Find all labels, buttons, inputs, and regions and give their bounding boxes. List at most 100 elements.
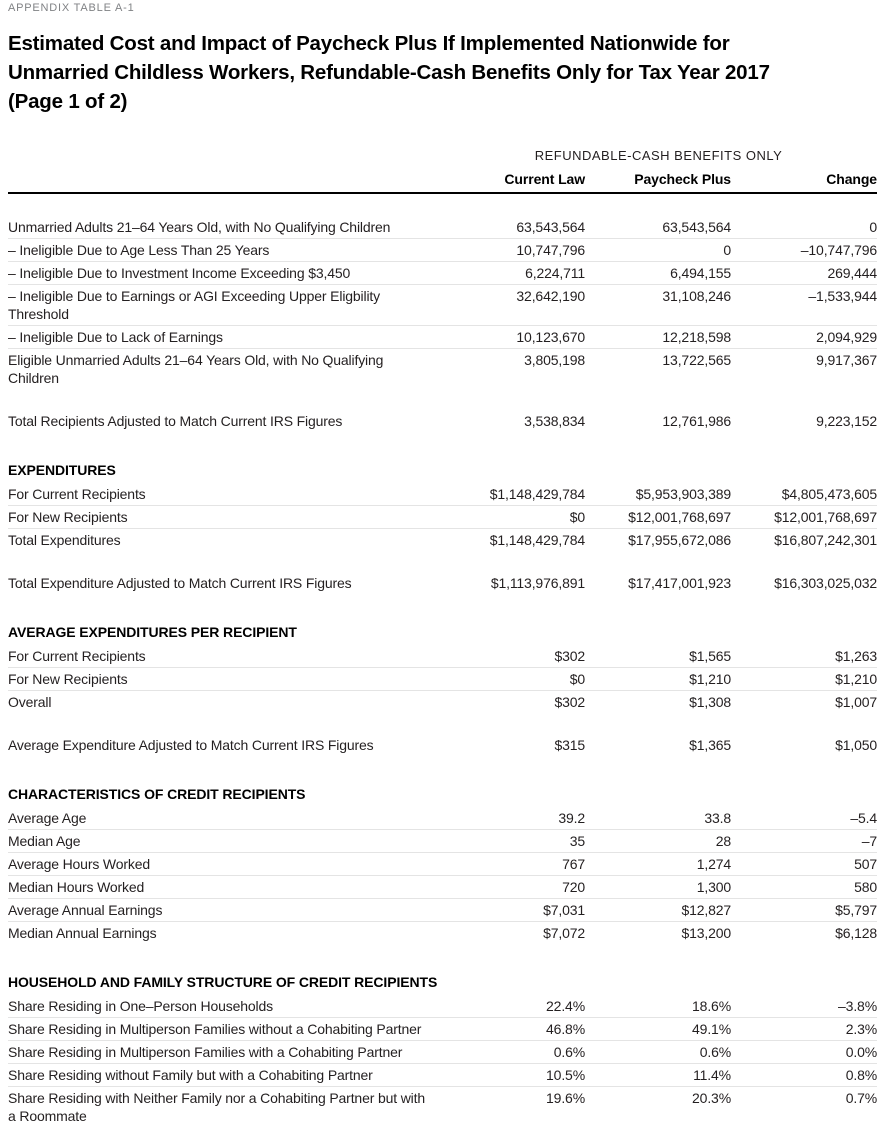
cell-paycheck-plus: 31,108,246 bbox=[662, 288, 731, 304]
page-title: Estimated Cost and Impact of Paycheck Pl… bbox=[8, 29, 877, 116]
row-label: Total Expenditure Adjusted to Match Curr… bbox=[8, 575, 352, 591]
table-row: Share Residing in Multiperson Families w… bbox=[8, 1018, 877, 1041]
cell-paycheck-plus: 18.6% bbox=[692, 998, 731, 1014]
table-row: Share Residing with Neither Family nor a… bbox=[8, 1087, 877, 1127]
table-row: Total Expenditures $1,148,429,784 $17,955,… bbox=[8, 529, 877, 551]
column-header-change: Change bbox=[826, 171, 877, 187]
cell-paycheck-plus: $1,565 bbox=[689, 648, 731, 664]
row-label: For New Recipients bbox=[8, 671, 128, 687]
cell-current-law: 35 bbox=[569, 833, 585, 849]
cell-paycheck-plus: $13,200 bbox=[681, 925, 731, 941]
cell-current-law: $7,072 bbox=[543, 925, 585, 941]
cell-change: 0.7% bbox=[845, 1090, 877, 1106]
cell-current-law: 0.6% bbox=[553, 1044, 585, 1060]
cell-paycheck-plus: 33.8 bbox=[704, 810, 731, 826]
header-rule bbox=[8, 192, 877, 194]
row-label: Average Hours Worked bbox=[8, 856, 150, 872]
cell-change: 269,444 bbox=[827, 265, 877, 281]
cell-paycheck-plus: 11.4% bbox=[693, 1067, 731, 1083]
cell-paycheck-plus: $17,955,672,086 bbox=[628, 532, 731, 548]
row-label: Average Annual Earnings bbox=[8, 902, 163, 918]
row-label: – Ineligible Due to Investment Income Ex… bbox=[8, 265, 351, 281]
cell-change: –1,533,944 bbox=[808, 288, 877, 304]
cell-current-law: $302 bbox=[554, 694, 585, 710]
cell-change: –5.4 bbox=[850, 810, 877, 826]
cell-paycheck-plus: 20.3% bbox=[692, 1090, 731, 1106]
cell-current-law: $1,148,429,784 bbox=[489, 486, 585, 502]
cell-current-law: $0 bbox=[569, 509, 585, 525]
table-row: Average Annual Earnings $7,031 $12,827 $5,7… bbox=[8, 899, 877, 922]
table-row: For New Recipients $0 $1,210 $1,210 bbox=[8, 668, 877, 691]
row-label: Median Hours Worked bbox=[8, 879, 145, 895]
cell-paycheck-plus: $1,308 bbox=[689, 694, 731, 710]
cell-current-law: 3,805,198 bbox=[524, 352, 585, 368]
row-label: Total Expenditures bbox=[8, 532, 121, 548]
cell-change: $6,128 bbox=[835, 925, 877, 941]
cell-paycheck-plus: 13,722,565 bbox=[662, 352, 731, 368]
row-label: Share Residing without Family but with a… bbox=[8, 1067, 373, 1083]
table-row: For Current Recipients $1,148,429,784 $5,9… bbox=[8, 483, 877, 506]
cell-current-law: 46.8% bbox=[546, 1021, 585, 1037]
cell-change: $1,007 bbox=[835, 694, 877, 710]
cell-change: –3.8% bbox=[838, 998, 877, 1014]
cell-current-law: $1,113,976,891 bbox=[490, 575, 585, 591]
table-row: For New Recipients $0 $12,001,768,697 $12,0… bbox=[8, 506, 877, 529]
table-row: Overall $302 $1,308 $1,007 bbox=[8, 691, 877, 713]
table-row: Median Age 35 28 –7 bbox=[8, 830, 877, 853]
data-table: REFUNDABLE-CASH BENEFITS ONLY Current La… bbox=[8, 148, 877, 1127]
row-label: Unmarried Adults 21–64 Years Old, with N… bbox=[8, 219, 391, 235]
cell-paycheck-plus: 12,218,598 bbox=[662, 329, 731, 345]
row-label: – Ineligible Due to Earnings or AGI Exce… bbox=[8, 288, 381, 322]
table-row: – Ineligible Due to Earnings or AGI Exce… bbox=[8, 285, 877, 326]
row-label: Eligible Unmarried Adults 21–64 Years Ol… bbox=[8, 352, 384, 386]
cell-current-law: 39.2 bbox=[558, 810, 585, 826]
section-heading: CHARACTERISTICS OF CREDIT RECIPIENTS bbox=[8, 786, 306, 802]
cell-change: 2,094,929 bbox=[816, 329, 877, 345]
table-row: Share Residing without Family but with a… bbox=[8, 1064, 877, 1087]
row-label: For Current Recipients bbox=[8, 486, 146, 502]
cell-change: 0 bbox=[869, 219, 877, 235]
table-row: For Current Recipients $302 $1,565 $1,263 bbox=[8, 645, 877, 668]
table-row: Median Hours Worked 720 1,300 580 bbox=[8, 876, 877, 899]
cell-current-law: $7,031 bbox=[543, 902, 585, 918]
cell-change: $16,303,025,032 bbox=[774, 575, 877, 591]
row-label: Average Age bbox=[8, 810, 87, 826]
row-label: – Ineligible Due to Age Less Than 25 Yea… bbox=[8, 242, 270, 258]
table-body: Unmarried Adults 21–64 Years Old, with N… bbox=[8, 194, 877, 1127]
table-row: Unmarried Adults 21–64 Years Old, with N… bbox=[8, 216, 877, 239]
cell-change: $5,797 bbox=[835, 902, 877, 918]
page-title-line-1: Estimated Cost and Impact of Paycheck Pl… bbox=[8, 32, 730, 55]
cell-change: $1,263 bbox=[835, 648, 877, 664]
cell-change: –10,747,796 bbox=[800, 242, 877, 258]
table-row: Eligible Unmarried Adults 21–64 Years Ol… bbox=[8, 349, 877, 389]
column-header-current-law: Current Law bbox=[504, 171, 585, 187]
table-row: Average Hours Worked 767 1,274 507 bbox=[8, 853, 877, 876]
cell-change: 580 bbox=[854, 879, 877, 895]
cell-paycheck-plus: 1,300 bbox=[696, 879, 731, 895]
cell-change: $12,001,768,697 bbox=[774, 509, 877, 525]
table-row: – Ineligible Due to Lack of Earnings 10,1… bbox=[8, 326, 877, 349]
section-heading: EXPENDITURES bbox=[8, 462, 116, 478]
table-row: – Ineligible Due to Age Less Than 25 Yea… bbox=[8, 239, 877, 262]
page-title-line-2: Unmarried Childless Workers, Refundable-… bbox=[8, 61, 770, 84]
cell-current-law: 3,538,834 bbox=[524, 413, 585, 429]
table-row: – Ineligible Due to Investment Income Ex… bbox=[8, 262, 877, 285]
cell-change: 0.8% bbox=[845, 1067, 877, 1083]
row-label: Share Residing in Multiperson Families w… bbox=[8, 1044, 403, 1060]
cell-current-law: $302 bbox=[554, 648, 585, 664]
table-row: Total Recipients Adjusted to Match Curre… bbox=[8, 410, 877, 432]
cell-current-law: 10.5% bbox=[546, 1067, 585, 1083]
row-label: Median Annual Earnings bbox=[8, 925, 157, 941]
cell-current-law: 32,642,190 bbox=[516, 288, 585, 304]
cell-current-law: 22.4% bbox=[546, 998, 585, 1014]
cell-current-law: 767 bbox=[562, 856, 585, 872]
cell-current-law: 10,123,670 bbox=[516, 329, 585, 345]
section-heading: AVERAGE EXPENDITURES PER RECIPIENT bbox=[8, 624, 297, 640]
table-kicker: APPENDIX TABLE A-1 bbox=[8, 2, 135, 14]
cell-current-law: 720 bbox=[562, 879, 585, 895]
row-label: Average Expenditure Adjusted to Match Cu… bbox=[8, 737, 374, 753]
cell-current-law: 63,543,564 bbox=[516, 219, 585, 235]
cell-change: 0.0% bbox=[845, 1044, 877, 1060]
cell-change: 9,223,152 bbox=[816, 413, 877, 429]
